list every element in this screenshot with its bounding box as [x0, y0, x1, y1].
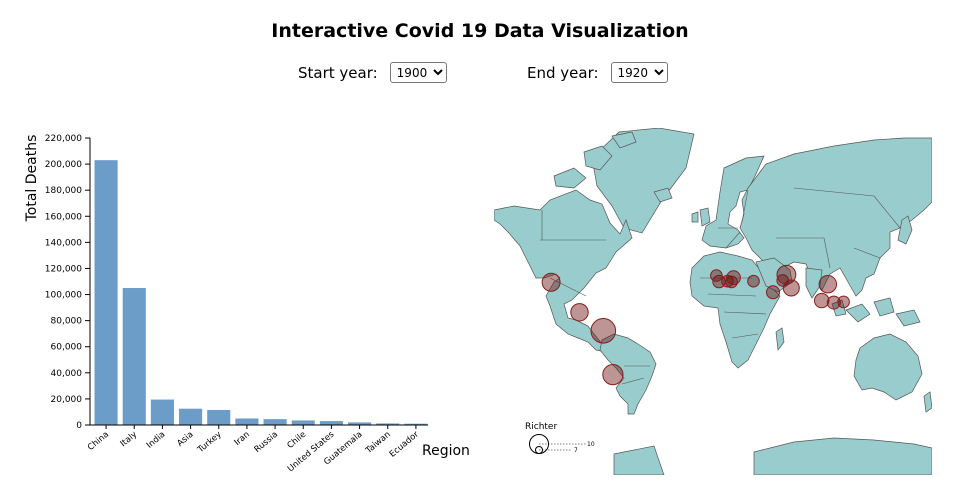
bar-india[interactable]	[150, 399, 174, 425]
page-title: Interactive Covid 19 Data Visualization	[271, 20, 689, 42]
bar-iran[interactable]	[235, 418, 259, 425]
south-america-shape	[599, 333, 657, 415]
southeast-asia-islands-shape	[831, 297, 921, 327]
india-shape	[805, 267, 823, 299]
end-year-control: End year: 1920	[527, 62, 668, 83]
richter-legend: Richter 10 7	[525, 422, 595, 454]
earthquake-marker[interactable]	[814, 292, 830, 309]
x-tick-label: Russia	[253, 430, 280, 455]
earthquake-marker[interactable]	[726, 270, 741, 286]
y-tick-label: 100,000	[45, 291, 82, 301]
madagascar-shape	[775, 327, 785, 351]
x-axis: China Italy India Asia Turkey Iran Russia Chile…	[86, 424, 428, 474]
earthquake-marker[interactable]	[570, 303, 589, 322]
y-tick-label: 0	[76, 421, 82, 431]
x-tick-label: Turkey	[195, 430, 223, 456]
earthquake-marker[interactable]	[766, 285, 780, 300]
earthquake-marker[interactable]	[837, 295, 850, 309]
deaths-bar-chart: 0 20,000 40,000 60,000 80,000 100,000 120,000 1…	[24, 134, 470, 474]
earthquake-marker[interactable]	[541, 272, 561, 292]
start-year-control: Start year: 1900	[298, 62, 447, 83]
bar-guatemala[interactable]	[348, 422, 372, 425]
earthquake-marker[interactable]	[818, 275, 837, 294]
x-tick-label: Chile	[285, 430, 308, 451]
country-borders	[540, 187, 901, 385]
earthquake-marker[interactable]	[710, 269, 723, 282]
x-tick-label: Italy	[119, 430, 140, 450]
x-tick-label: India	[145, 430, 167, 451]
antarctica-shape	[613, 437, 932, 475]
earthquake-marker[interactable]	[782, 279, 800, 297]
europe-shape	[701, 155, 765, 249]
y-tick-label: 120,000	[45, 264, 82, 274]
y-tick-label: 180,000	[45, 186, 82, 196]
bars	[94, 160, 428, 425]
australia-shape	[853, 333, 923, 401]
earthquake-marker[interactable]	[602, 364, 624, 386]
japan-shape	[897, 215, 913, 245]
y-tick-label: 200,000	[45, 160, 82, 170]
bar-asia[interactable]	[179, 408, 203, 425]
north-america-shape	[494, 189, 633, 353]
asia-shape	[739, 137, 932, 297]
bar-ecuador[interactable]	[404, 423, 428, 425]
legend-value-large: 10	[587, 441, 595, 448]
earthquake-marker[interactable]	[776, 264, 797, 285]
earthquake-map: Richter 10 7	[494, 128, 932, 475]
bar-turkey[interactable]	[207, 409, 231, 425]
earthquake-marker[interactable]	[590, 318, 617, 344]
y-tick-label: 220,000	[45, 134, 82, 144]
y-axis: 0 20,000 40,000 60,000 80,000 100,000 120,000 1…	[45, 134, 91, 431]
earthquake-markers	[541, 264, 850, 386]
british-isles-shape	[691, 207, 711, 227]
bar-russia[interactable]	[263, 419, 287, 425]
x-tick-label: Ecuador	[388, 429, 421, 459]
richter-legend-title: Richter	[525, 422, 557, 432]
earthquake-marker[interactable]	[747, 274, 760, 288]
y-tick-label: 20,000	[51, 395, 83, 405]
arctic-islands-shape	[553, 131, 637, 189]
y-tick-label: 60,000	[51, 343, 83, 353]
legend-value-small: 7	[574, 447, 578, 454]
new-zealand-shape	[923, 391, 932, 413]
bar-china[interactable]	[94, 160, 118, 425]
start-year-select[interactable]: 1900	[389, 62, 447, 83]
end-year-label: End year:	[527, 63, 599, 82]
iceland-shape	[653, 187, 673, 203]
bar-united-states[interactable]	[319, 421, 343, 425]
bar-taiwan[interactable]	[376, 423, 400, 425]
earthquake-marker[interactable]	[826, 295, 841, 310]
y-tick-label: 140,000	[45, 238, 82, 248]
y-axis-label: Total Deaths	[24, 135, 40, 223]
end-year-select[interactable]: 1920	[610, 62, 668, 83]
y-tick-label: 40,000	[51, 369, 83, 379]
x-tick-label: China	[86, 430, 111, 453]
bar-italy[interactable]	[122, 288, 146, 425]
y-tick-label: 80,000	[51, 317, 83, 327]
x-tick-label: Iran	[233, 430, 252, 448]
x-tick-label: Asia	[175, 430, 195, 449]
world-land	[494, 128, 932, 475]
start-year-label: Start year:	[298, 63, 378, 82]
x-axis-label: Region	[422, 443, 470, 459]
bar-chile[interactable]	[291, 420, 315, 425]
y-tick-label: 160,000	[45, 212, 82, 222]
